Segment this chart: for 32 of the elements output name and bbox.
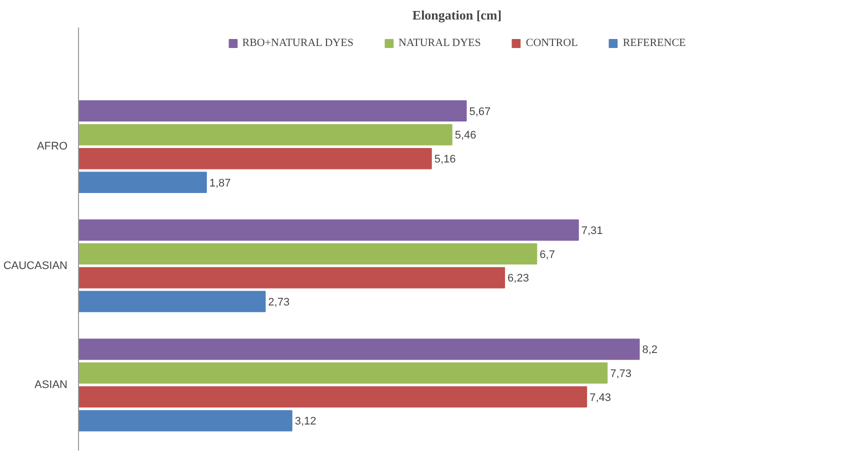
data-label: 1,87	[209, 177, 231, 190]
bar	[78, 338, 640, 360]
data-label: 5,16	[434, 154, 456, 166]
legend-label: REFERENCE	[622, 37, 686, 49]
bar	[78, 172, 207, 194]
data-label: 7,43	[590, 392, 612, 404]
bar	[78, 386, 588, 408]
chart-title: Elongation [cm]	[412, 8, 502, 22]
data-label: 5,67	[469, 106, 491, 118]
y-tick-label: CAUCASIAN	[3, 260, 68, 272]
data-label: 5,46	[454, 130, 476, 142]
data-label: 6,23	[508, 272, 529, 285]
data-label: 7,31	[581, 225, 603, 238]
legend-label: NATURAL DYES	[398, 37, 481, 49]
y-tick-label: ASIAN	[34, 378, 68, 391]
legend-label: CONTROL	[526, 37, 578, 49]
bar	[78, 410, 292, 432]
legend-label: RBO+NATURAL DYES	[242, 37, 354, 49]
bar	[78, 243, 538, 265]
bar	[78, 124, 452, 146]
bar	[78, 362, 608, 384]
bar	[78, 290, 266, 312]
data-label: 6,7	[540, 248, 555, 261]
data-label: 7,73	[610, 368, 632, 380]
bar	[78, 267, 506, 288]
data-label: 2,73	[268, 296, 290, 309]
y-tick-label: AFRO	[36, 140, 68, 153]
bar	[78, 219, 579, 241]
data-label: 8,2	[642, 344, 658, 356]
bar	[78, 148, 432, 170]
data-label: 3,12	[294, 416, 316, 428]
bar	[78, 100, 467, 122]
